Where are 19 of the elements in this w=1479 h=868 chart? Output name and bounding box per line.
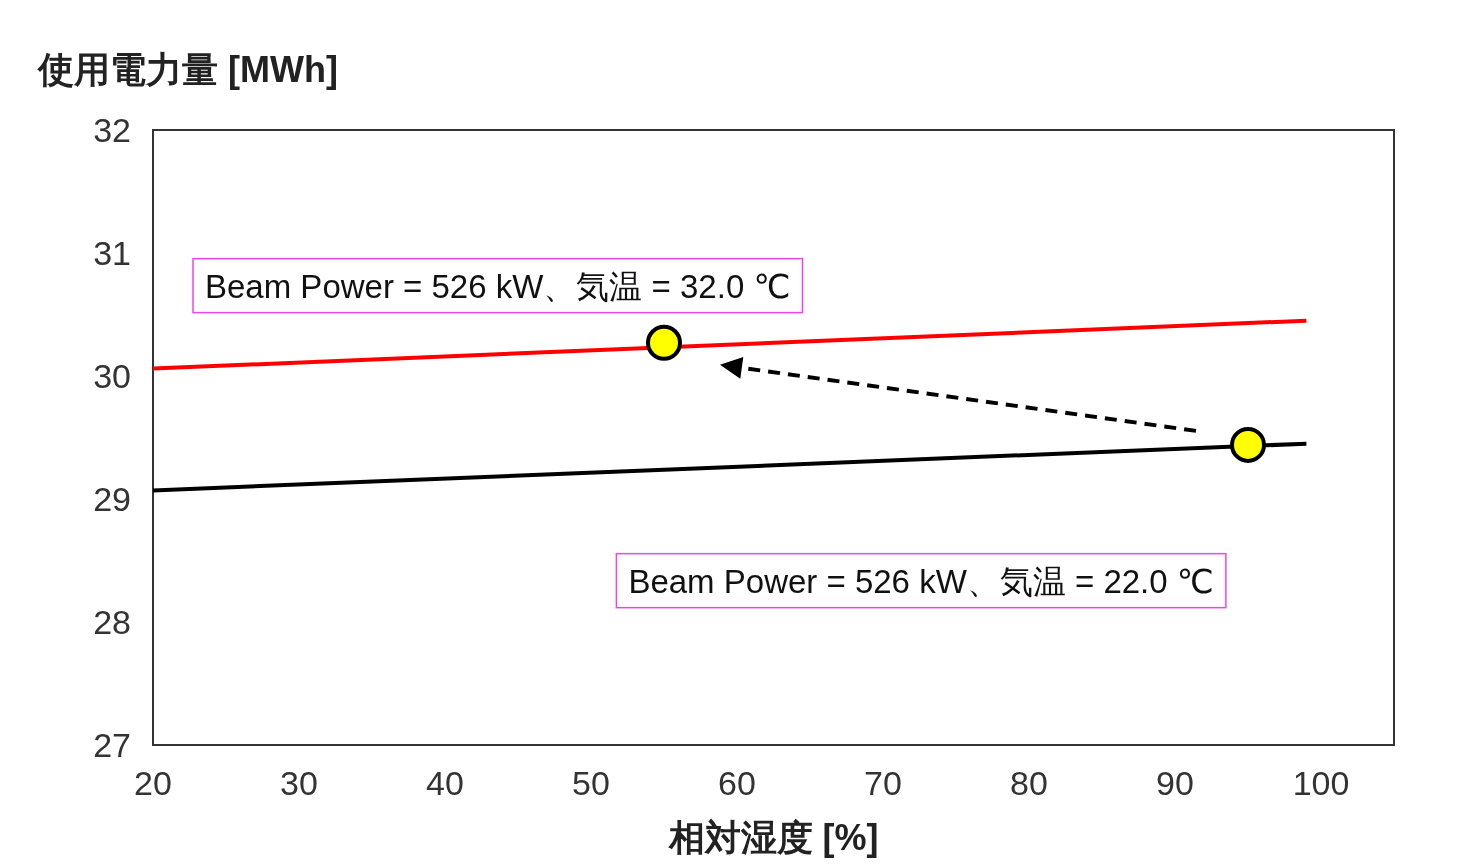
x-tick-label: 70: [864, 764, 902, 802]
x-tick-label: 20: [134, 764, 172, 802]
x-tick-label: 90: [1156, 764, 1194, 802]
x-tick-label: 60: [718, 764, 756, 802]
x-tick-label: 40: [426, 764, 464, 802]
y-tick-label: 31: [93, 234, 131, 272]
y-axis-title: 使用電力量 [MWh]: [36, 49, 338, 90]
y-tick-label: 29: [93, 480, 131, 518]
x-tick-label: 100: [1292, 764, 1350, 802]
y-tick-label: 32: [93, 111, 131, 149]
y-tick-label: 28: [93, 603, 131, 641]
x-tick-label: 50: [572, 764, 610, 802]
text: Beam Power = 526 kW、気温 = 22.0 ℃: [628, 562, 1214, 600]
y-tick-label: 30: [93, 357, 131, 395]
y-tick-label: 27: [93, 726, 131, 764]
series-label: Beam Power = 526 kW、気温 = 32.0 ℃: [205, 267, 791, 305]
x-tick-label: 30: [280, 764, 318, 802]
x-axis-title: 相対湿度 [%]: [667, 817, 879, 858]
x-tick-label: 80: [1010, 764, 1048, 802]
